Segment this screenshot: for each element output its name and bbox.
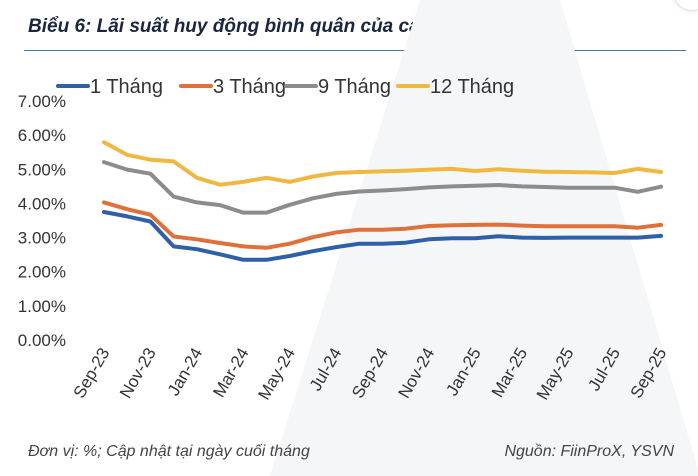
x-tick-label: May-24 [254,345,299,404]
title-divider [24,50,686,51]
y-tick-label: 7.00% [18,92,66,111]
y-tick-label: 6.00% [18,126,66,145]
y-tick-label: 3.00% [18,229,66,248]
series-line-1-tháng [102,210,663,262]
x-tick-label: Sep-23 [70,345,114,402]
legend-label: 9 Tháng [318,76,391,98]
x-tick-label: Jan-24 [164,345,206,400]
series-line-3-tháng [102,200,663,250]
y-tick-label: 0.00% [18,331,66,350]
chart-title: Biểu 6: Lãi suất huy động bình quân của … [28,16,491,37]
legend-label: 3 Tháng [213,76,286,98]
series-line-12-tháng [102,140,663,187]
y-tick-label: 4.00% [18,194,66,213]
legend-label: 1 Tháng [90,76,163,98]
x-tick-label: Mar-24 [209,345,252,401]
y-tick-label: 5.00% [18,160,66,179]
y-tick-label: 1.00% [18,297,66,316]
legend-label: 12 Tháng [430,76,514,98]
footer-note: Đơn vị: %; Cập nhật tại ngày cuối tháng [28,443,310,460]
footer-source: Nguồn: FiinProX, YSVN [504,443,674,460]
x-tick-label: Nov-23 [116,345,160,402]
corner-button[interactable] [674,0,698,10]
series-line-9-tháng [102,160,663,215]
y-tick-label: 2.00% [18,263,66,282]
